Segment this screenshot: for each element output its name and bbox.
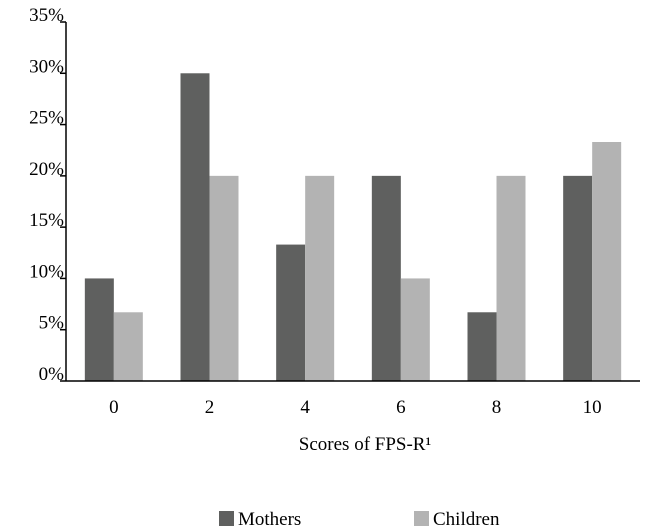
bar-mothers-2 bbox=[180, 73, 210, 382]
bar-children-2 bbox=[209, 175, 239, 381]
legend: Mothers Children bbox=[219, 509, 500, 530]
bar-mothers-10 bbox=[563, 175, 593, 381]
x-tick-label: 0 bbox=[109, 397, 119, 418]
bar-children-0 bbox=[113, 312, 143, 381]
x-axis: 0 2 4 6 8 10 bbox=[66, 380, 640, 418]
legend-swatch-children bbox=[414, 511, 429, 526]
y-tick-label: 15% bbox=[29, 210, 64, 231]
bar-children-6 bbox=[400, 278, 430, 381]
bar-mothers-4 bbox=[276, 244, 306, 381]
bar-mothers-0 bbox=[84, 278, 114, 381]
y-tick-label: 20% bbox=[29, 159, 64, 180]
bar-mothers-6 bbox=[371, 175, 401, 381]
x-tick-label: 6 bbox=[396, 397, 406, 418]
y-axis: 0% 5% 10% 15% 20% 25% 30% 35% bbox=[29, 5, 67, 385]
bar-mothers-8 bbox=[467, 312, 497, 381]
legend-label-children: Children bbox=[433, 509, 500, 530]
y-tick-label: 35% bbox=[29, 5, 64, 26]
x-tick-label: 2 bbox=[205, 397, 215, 418]
legend-swatch-mothers bbox=[219, 511, 234, 526]
y-tick-label: 30% bbox=[29, 56, 64, 77]
bar-children-10 bbox=[592, 142, 622, 381]
bar-children-8 bbox=[496, 175, 526, 381]
x-axis-title: Scores of FPS-R¹ bbox=[299, 434, 432, 455]
x-tick-label: 8 bbox=[492, 397, 502, 418]
y-tick-label: 10% bbox=[29, 261, 64, 282]
x-tick-label: 10 bbox=[583, 397, 602, 418]
x-tick-label: 4 bbox=[300, 397, 310, 418]
bars-group bbox=[84, 73, 622, 382]
y-tick-label: 0% bbox=[39, 364, 65, 385]
legend-label-mothers: Mothers bbox=[238, 509, 301, 530]
bar-children-4 bbox=[305, 175, 335, 381]
y-tick-label: 5% bbox=[39, 313, 65, 334]
y-tick-label: 25% bbox=[29, 108, 64, 129]
